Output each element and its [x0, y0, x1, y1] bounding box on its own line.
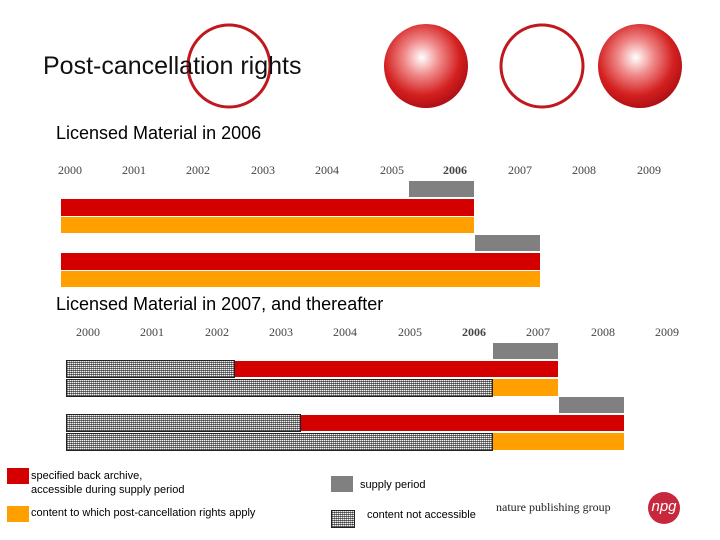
legend-swatch-grey: [331, 476, 353, 492]
post-cancellation-bar: [493, 379, 558, 396]
year-label-current: 2006: [462, 325, 486, 339]
back-archive-bar: [235, 361, 558, 377]
ring-circle-1: [186, 23, 272, 109]
legend-label-line: accessible during supply period: [31, 484, 185, 496]
post-cancellation-bar: [493, 433, 624, 450]
inaccessible-content-bar: [66, 360, 235, 378]
year-label: 2007: [526, 325, 550, 339]
year-label: 2004: [315, 163, 339, 177]
legend-label-supply-period: supply period: [360, 479, 426, 491]
section2-year-axis: 2000 2001 2002 2003 2004 2005 2006 2007 …: [0, 325, 720, 341]
publisher-logo-badge: npg: [648, 492, 680, 524]
back-archive-bar: [301, 415, 624, 431]
legend-label-back-archive: specified back archive, accessible durin…: [31, 469, 184, 497]
year-label: 2009: [637, 163, 661, 177]
filled-circle-1: [384, 24, 468, 108]
year-label: 2008: [591, 325, 615, 339]
legend-swatch-hatch: [331, 510, 355, 528]
publisher-logo-text: nature publishing group: [496, 500, 611, 514]
supply-period-bar: [409, 181, 474, 197]
ring-circle-2: [499, 23, 585, 109]
year-label: 2000: [58, 163, 82, 177]
year-label: 2002: [186, 163, 210, 177]
legend-swatch-red: [7, 468, 29, 484]
legend-swatch-orange: [7, 506, 29, 522]
year-label: 2009: [655, 325, 679, 339]
inaccessible-content-bar: [66, 414, 301, 432]
filled-circle-2: [598, 24, 682, 108]
year-label: 2008: [572, 163, 596, 177]
inaccessible-content-bar: [66, 433, 493, 451]
legend-label-line: specified back archive,: [31, 470, 143, 482]
slide-title: Post-cancellation rights: [43, 52, 302, 80]
year-label: 2004: [333, 325, 357, 339]
supply-period-bar: [493, 343, 558, 359]
year-label: 2000: [76, 325, 100, 339]
year-label: 2005: [380, 163, 404, 177]
legend-label-post-cancellation: content to which post-cancellation right…: [31, 507, 256, 519]
year-label-current: 2006: [443, 163, 467, 177]
post-cancellation-bar: [61, 271, 540, 287]
year-label: 2007: [508, 163, 532, 177]
legend-label-not-accessible: content not accessible: [367, 509, 476, 521]
section1-heading: Licensed Material in 2006: [56, 123, 262, 143]
section2-heading: Licensed Material in 2007, and thereafte…: [56, 294, 384, 314]
supply-period-bar: [559, 397, 624, 413]
back-archive-bar: [61, 253, 540, 270]
inaccessible-content-bar: [66, 379, 493, 397]
supply-period-bar: [475, 235, 540, 251]
year-label: 2001: [140, 325, 164, 339]
post-cancellation-bar: [61, 217, 474, 233]
back-archive-bar: [61, 199, 474, 216]
section1-year-axis: 2000 2001 2002 2003 2004 2005 2006 2007 …: [0, 163, 720, 179]
year-label: 2001: [122, 163, 146, 177]
year-label: 2003: [251, 163, 275, 177]
year-label: 2003: [269, 325, 293, 339]
year-label: 2002: [205, 325, 229, 339]
year-label: 2005: [398, 325, 422, 339]
